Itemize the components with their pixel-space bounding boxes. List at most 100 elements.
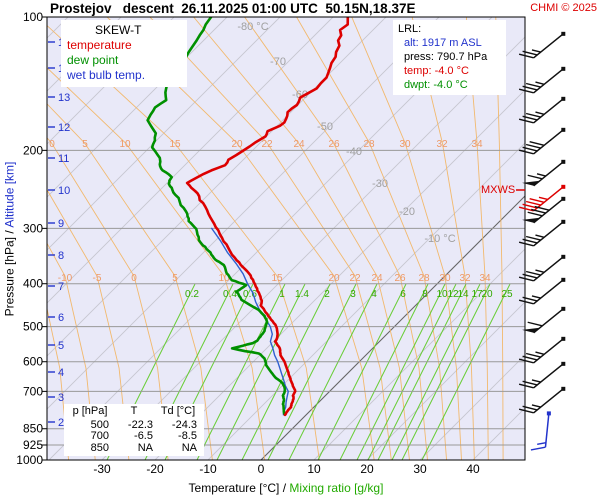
svg-text:10: 10 [58,185,70,197]
table-row: 500 -22.3 -24.3 [90,418,197,431]
table-row: 850 NA NA [90,441,197,454]
svg-text:34: 34 [471,139,483,150]
dry-adiabat-line [47,103,213,460]
svg-text:10: 10 [119,139,131,150]
sounding-curve [185,17,350,417]
mixing-ratio-line [401,283,491,460]
wind-barb [518,361,566,389]
svg-text:4: 4 [371,289,377,300]
dry-adiabat-line [465,17,489,460]
mixing-ratio-line [196,283,286,460]
x-axis-title: Temperature [°C] / Mixing ratio [g/kg] [188,481,384,495]
svg-text:14: 14 [457,289,469,300]
svg-text:13: 13 [58,92,70,104]
svg-text:-20: -20 [399,206,415,218]
wind-barb [518,184,566,212]
svg-text:28: 28 [418,273,430,284]
svg-text:0: 0 [258,462,265,476]
table-row: 700 -6.5 -8.5 [90,430,197,442]
svg-text:24: 24 [293,139,305,150]
svg-text:22: 22 [349,273,361,284]
svg-text:-30: -30 [93,462,111,476]
svg-text:925: 925 [23,438,43,452]
lrl-title: LRL: [398,23,422,35]
svg-text:1.4: 1.4 [295,289,309,300]
svg-text:0.4: 0.4 [223,289,237,300]
svg-text:10: 10 [218,273,230,284]
svg-text:300: 300 [23,221,43,235]
svg-text:15: 15 [169,139,181,150]
svg-text:25: 25 [501,289,513,300]
svg-text:30: 30 [399,139,411,150]
svg-text:1000: 1000 [16,453,43,467]
svg-text:32: 32 [459,273,471,284]
x-axis-title-temperature: Temperature [°C] [188,481,280,495]
svg-text:5: 5 [58,340,64,352]
svg-text:12: 12 [58,122,70,134]
y-axis-title: Pressure [hPa] / Altitude [km] [0,17,18,460]
svg-text:-20: -20 [146,462,164,476]
isotherm-line [47,17,228,198]
svg-text:30: 30 [439,273,451,284]
mixing-ratio-line [421,283,511,460]
mixing-ratio-line [377,283,467,460]
svg-text:11: 11 [58,153,69,165]
wind-barb [518,96,566,124]
svg-text:200: 200 [23,143,43,157]
svg-text:5: 5 [172,273,178,284]
svg-text:7: 7 [58,281,64,293]
wind-barb [522,159,566,187]
wind-barb [518,127,566,155]
dry-adiabat-line [47,306,70,460]
svg-text:34: 34 [479,273,491,284]
svg-text:2: 2 [58,417,64,429]
svg-text:600: 600 [23,355,43,369]
svg-text:20: 20 [328,273,340,284]
svg-text:8: 8 [58,250,64,262]
svg-text:-10 °C: -10 °C [424,233,455,245]
wind-barb [522,306,566,334]
wind-barb [518,336,566,364]
mixing-ratio-line [356,283,446,460]
svg-text:6: 6 [58,312,64,324]
svg-text:8: 8 [422,289,428,300]
svg-text:-60: -60 [292,89,308,101]
dry-adiabat-line [495,17,504,460]
wind-barb [518,386,566,414]
page-title: Prostejov descent 26.11.2025 01:00 UTC 5… [50,1,416,16]
legend-item-wet-bulb: wet bulb temp. [67,68,146,82]
dry-adiabat-line [411,17,475,460]
dry-adiabat-line [351,17,462,460]
svg-text:4: 4 [58,367,64,379]
svg-text:1: 1 [279,289,285,300]
svg-text:30: 30 [413,462,427,476]
wind-barb [518,31,566,59]
dry-adiabat-line [193,17,410,460]
isotherm-line [313,248,525,460]
svg-text:32: 32 [436,139,448,150]
mixing-ratio-line [216,283,306,460]
mixing-ratio-line [288,283,378,460]
svg-text:10: 10 [436,289,448,300]
max-wind-speed-label: MXWS [481,184,516,196]
svg-text:400: 400 [23,277,43,291]
svg-text:850: 850 [23,422,43,436]
svg-text:9: 9 [58,218,64,230]
svg-text:0.2: 0.2 [185,289,199,300]
lrl-pressure: press: 790.7 hPa [404,51,488,63]
wind-barb [518,254,566,282]
svg-text:-10: -10 [199,462,217,476]
svg-text:40: 40 [466,462,480,476]
x-axis-title-mixing-ratio: Mixing ratio [g/kg] [289,481,384,495]
plot-grid [47,17,525,460]
plot-frame [46,16,526,461]
svg-text:26: 26 [328,139,340,150]
mixing-ratio-line [339,283,429,460]
legend-box: SKEW-T temperature dew point wet bulb te… [61,20,187,87]
dry-adiabat-line [106,17,375,460]
sounding-curve [211,227,289,416]
svg-text:3: 3 [350,289,356,300]
sounding-curve [146,17,287,417]
svg-text:26: 26 [394,273,406,284]
